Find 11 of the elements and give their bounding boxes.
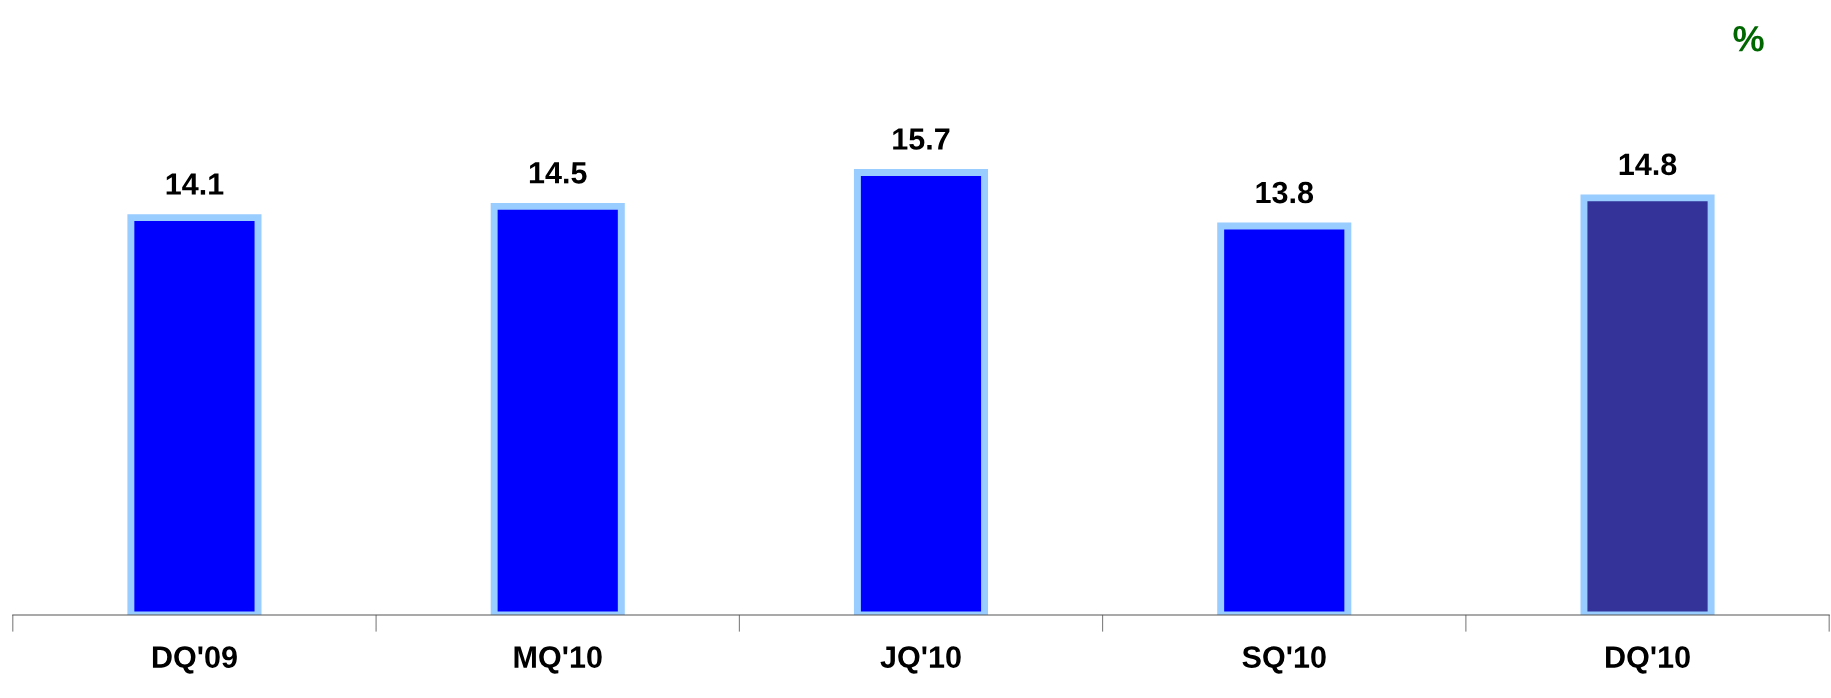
- data-label: 14.5: [529, 162, 587, 184]
- data-label: 14.1: [166, 173, 224, 195]
- x-tick-label: DQ'09: [152, 646, 237, 674]
- x-tick-label: SQ'10: [1242, 646, 1326, 674]
- x-tick-label: MQ'10: [514, 646, 602, 674]
- x-tick-label: JQ'10: [880, 646, 961, 674]
- x-tick-label: DQ'10: [1606, 646, 1690, 674]
- data-label: 13.8: [1256, 181, 1314, 204]
- text: %: [1733, 26, 1764, 52]
- data-label: 15.7: [893, 128, 950, 150]
- data-label: 14.8: [1619, 153, 1677, 176]
